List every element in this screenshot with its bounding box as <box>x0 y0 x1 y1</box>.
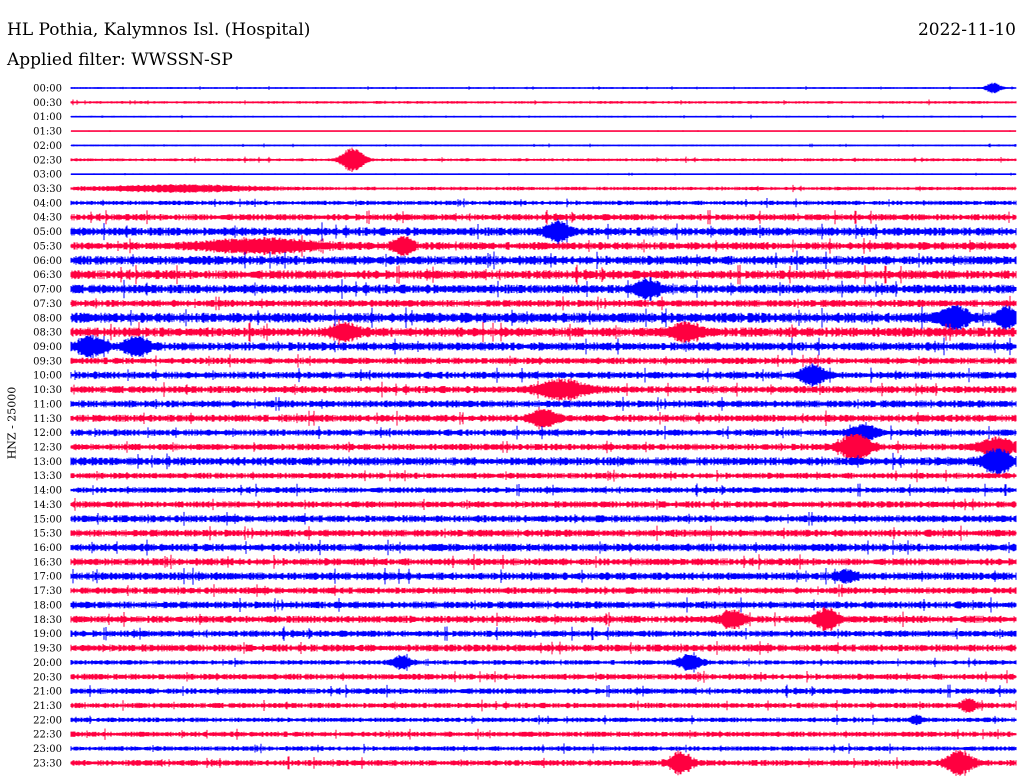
time-label: 13:00 <box>33 457 62 468</box>
time-label: 19:30 <box>33 644 62 655</box>
time-label: 03:00 <box>33 170 62 181</box>
time-label: 16:00 <box>33 543 62 554</box>
time-label: 02:00 <box>33 141 62 152</box>
time-label: 15:00 <box>33 514 62 525</box>
time-label: 10:30 <box>33 385 62 396</box>
time-label: 17:00 <box>33 572 62 583</box>
time-label: 06:30 <box>33 270 62 281</box>
time-label: 06:00 <box>33 256 62 267</box>
time-label: 16:30 <box>33 557 62 568</box>
time-label: 19:00 <box>33 629 62 640</box>
time-label: 03:30 <box>33 184 62 195</box>
time-label: 21:30 <box>33 701 62 712</box>
time-label: 22:00 <box>33 715 62 726</box>
time-label: 07:30 <box>33 299 62 310</box>
time-label: 10:00 <box>33 371 62 382</box>
time-label: 23:30 <box>33 758 62 769</box>
time-label: 12:00 <box>33 428 62 439</box>
time-label: 01:30 <box>33 127 62 138</box>
time-label: 13:30 <box>33 471 62 482</box>
time-label: 15:30 <box>33 529 62 540</box>
time-label: 00:00 <box>33 84 62 95</box>
time-label: 05:30 <box>33 241 62 252</box>
time-label: 01:00 <box>33 112 62 123</box>
station-title: HL Pothia, Kalymnos Isl. (Hospital) <box>7 20 311 40</box>
time-label: 22:30 <box>33 730 62 741</box>
time-label: 11:00 <box>33 399 62 410</box>
time-label: 04:30 <box>33 213 62 224</box>
time-label: 14:00 <box>33 486 62 497</box>
time-label: 11:30 <box>33 414 62 425</box>
plot-date: 2022-11-10 <box>917 20 1016 40</box>
time-label: 12:30 <box>33 443 62 454</box>
time-label: 08:00 <box>33 313 62 324</box>
time-label: 09:30 <box>33 356 62 367</box>
time-label: 07:00 <box>33 285 62 296</box>
time-label: 20:30 <box>33 672 62 683</box>
time-label: 17:30 <box>33 586 62 597</box>
time-label: 18:00 <box>33 600 62 611</box>
time-label: 04:00 <box>33 198 62 209</box>
time-label: 23:00 <box>33 744 62 755</box>
applied-filter: Applied filter: WWSSN-SP <box>7 50 233 70</box>
time-label: 02:30 <box>33 155 62 166</box>
time-label: 18:30 <box>33 615 62 626</box>
time-label: 05:00 <box>33 227 62 238</box>
time-label: 20:00 <box>33 658 62 669</box>
time-label: 08:30 <box>33 328 62 339</box>
time-label: 09:00 <box>33 342 62 353</box>
time-label: 14:30 <box>33 500 62 511</box>
time-label: 00:30 <box>33 98 62 109</box>
time-label: 21:00 <box>33 687 62 698</box>
